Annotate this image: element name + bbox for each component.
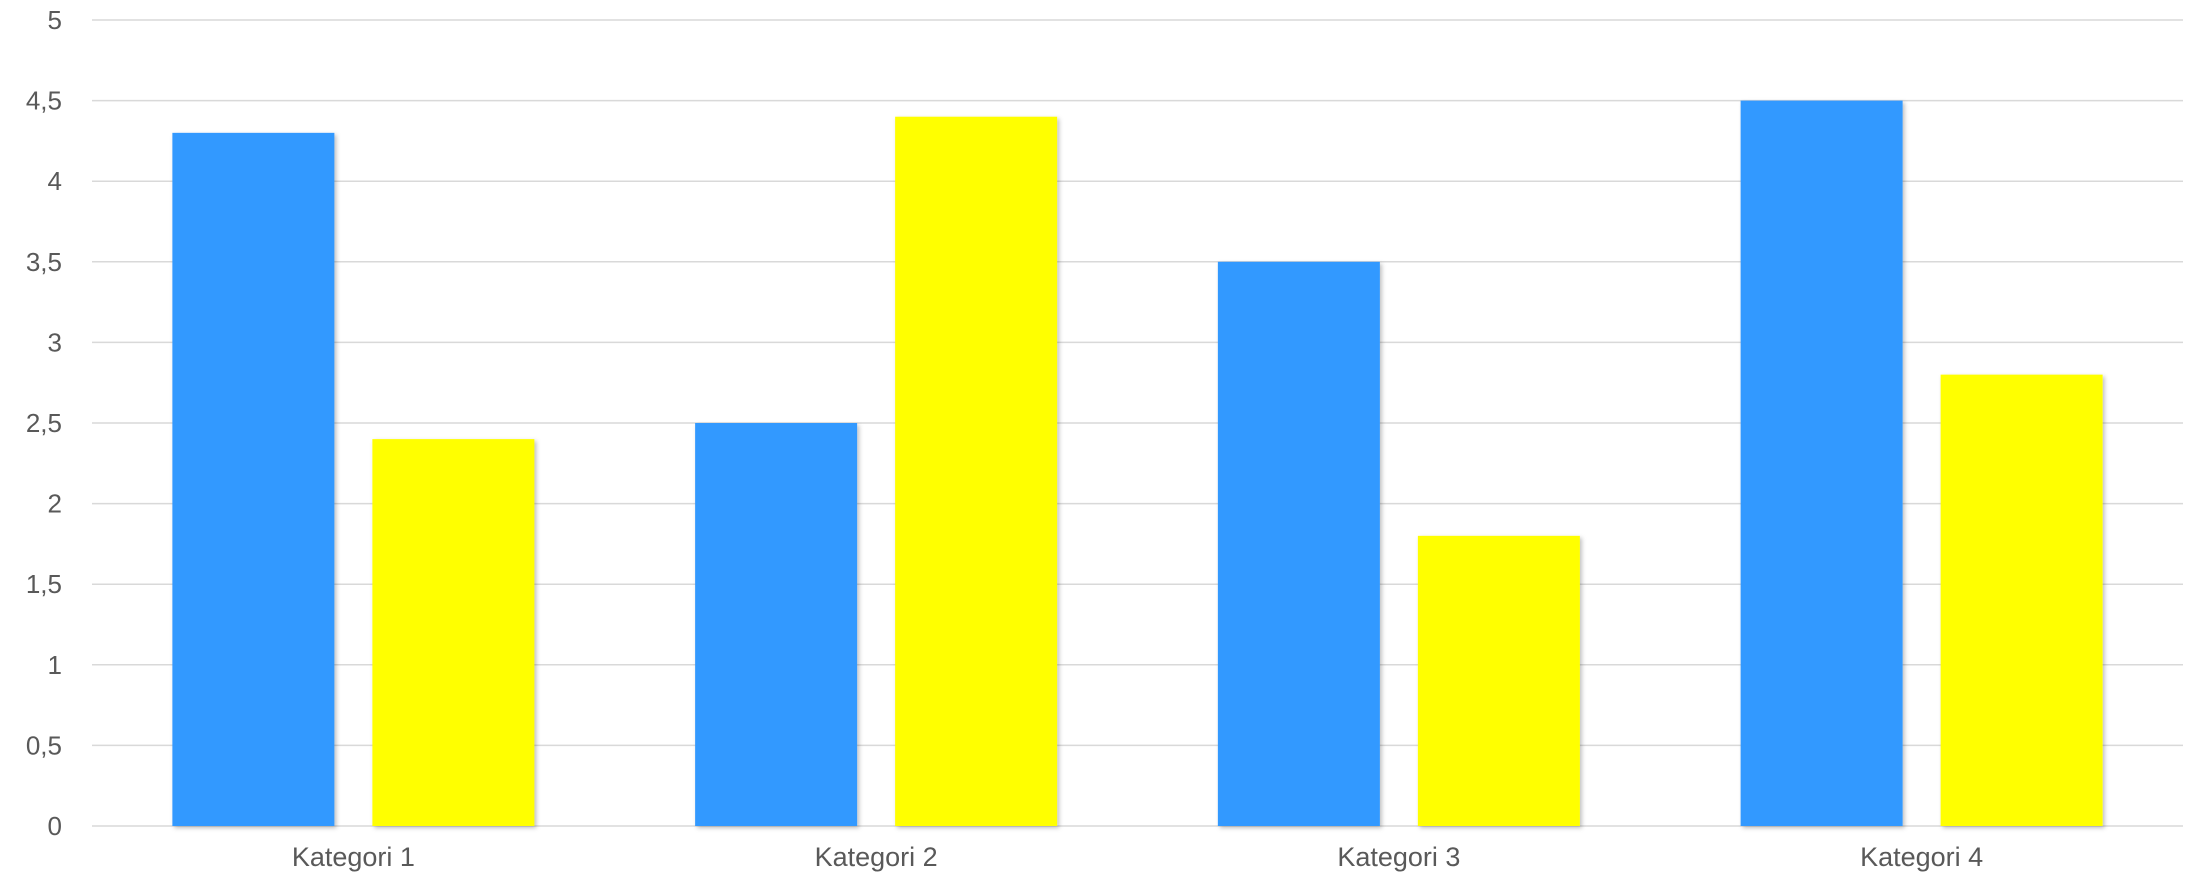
y-tick-label: 4 <box>48 166 62 196</box>
bar-series-1-category-3 <box>1217 261 1380 826</box>
bar-series-2-category-2 <box>895 116 1058 827</box>
bar-series-2-category-1 <box>372 439 535 826</box>
x-tick-label: Kategori 4 <box>1860 842 1983 872</box>
bar-series-1-category-1 <box>172 132 335 827</box>
y-tick-label: 0 <box>48 811 62 841</box>
y-tick-label: 1 <box>48 650 62 680</box>
y-axis-tick-labels: 0 0,5 1 1,5 2 2,5 3 3,5 4 4,5 5 <box>26 5 62 841</box>
y-tick-label: 2 <box>48 489 62 519</box>
bar-series-1-category-4 <box>1740 100 1903 827</box>
bar-series-1-category-2 <box>695 423 858 826</box>
y-tick-label: 3 <box>48 327 62 357</box>
y-tick-label: 3,5 <box>26 247 62 277</box>
x-tick-label: Kategori 1 <box>292 842 415 872</box>
bars <box>172 100 2103 827</box>
y-tick-label: 2,5 <box>26 408 62 438</box>
y-tick-label: 5 <box>48 5 62 35</box>
y-tick-label: 0,5 <box>26 730 62 760</box>
bar-series-2-category-4 <box>1940 374 2103 826</box>
y-tick-label: 4,5 <box>26 86 62 116</box>
y-tick-label: 1,5 <box>26 569 62 599</box>
x-tick-label: Kategori 2 <box>815 842 938 872</box>
x-tick-label: Kategori 3 <box>1337 842 1460 872</box>
bar-series-2-category-3 <box>1417 535 1580 826</box>
x-axis-tick-labels: Kategori 1 Kategori 2 Kategori 3 Kategori 4 <box>292 842 1983 872</box>
